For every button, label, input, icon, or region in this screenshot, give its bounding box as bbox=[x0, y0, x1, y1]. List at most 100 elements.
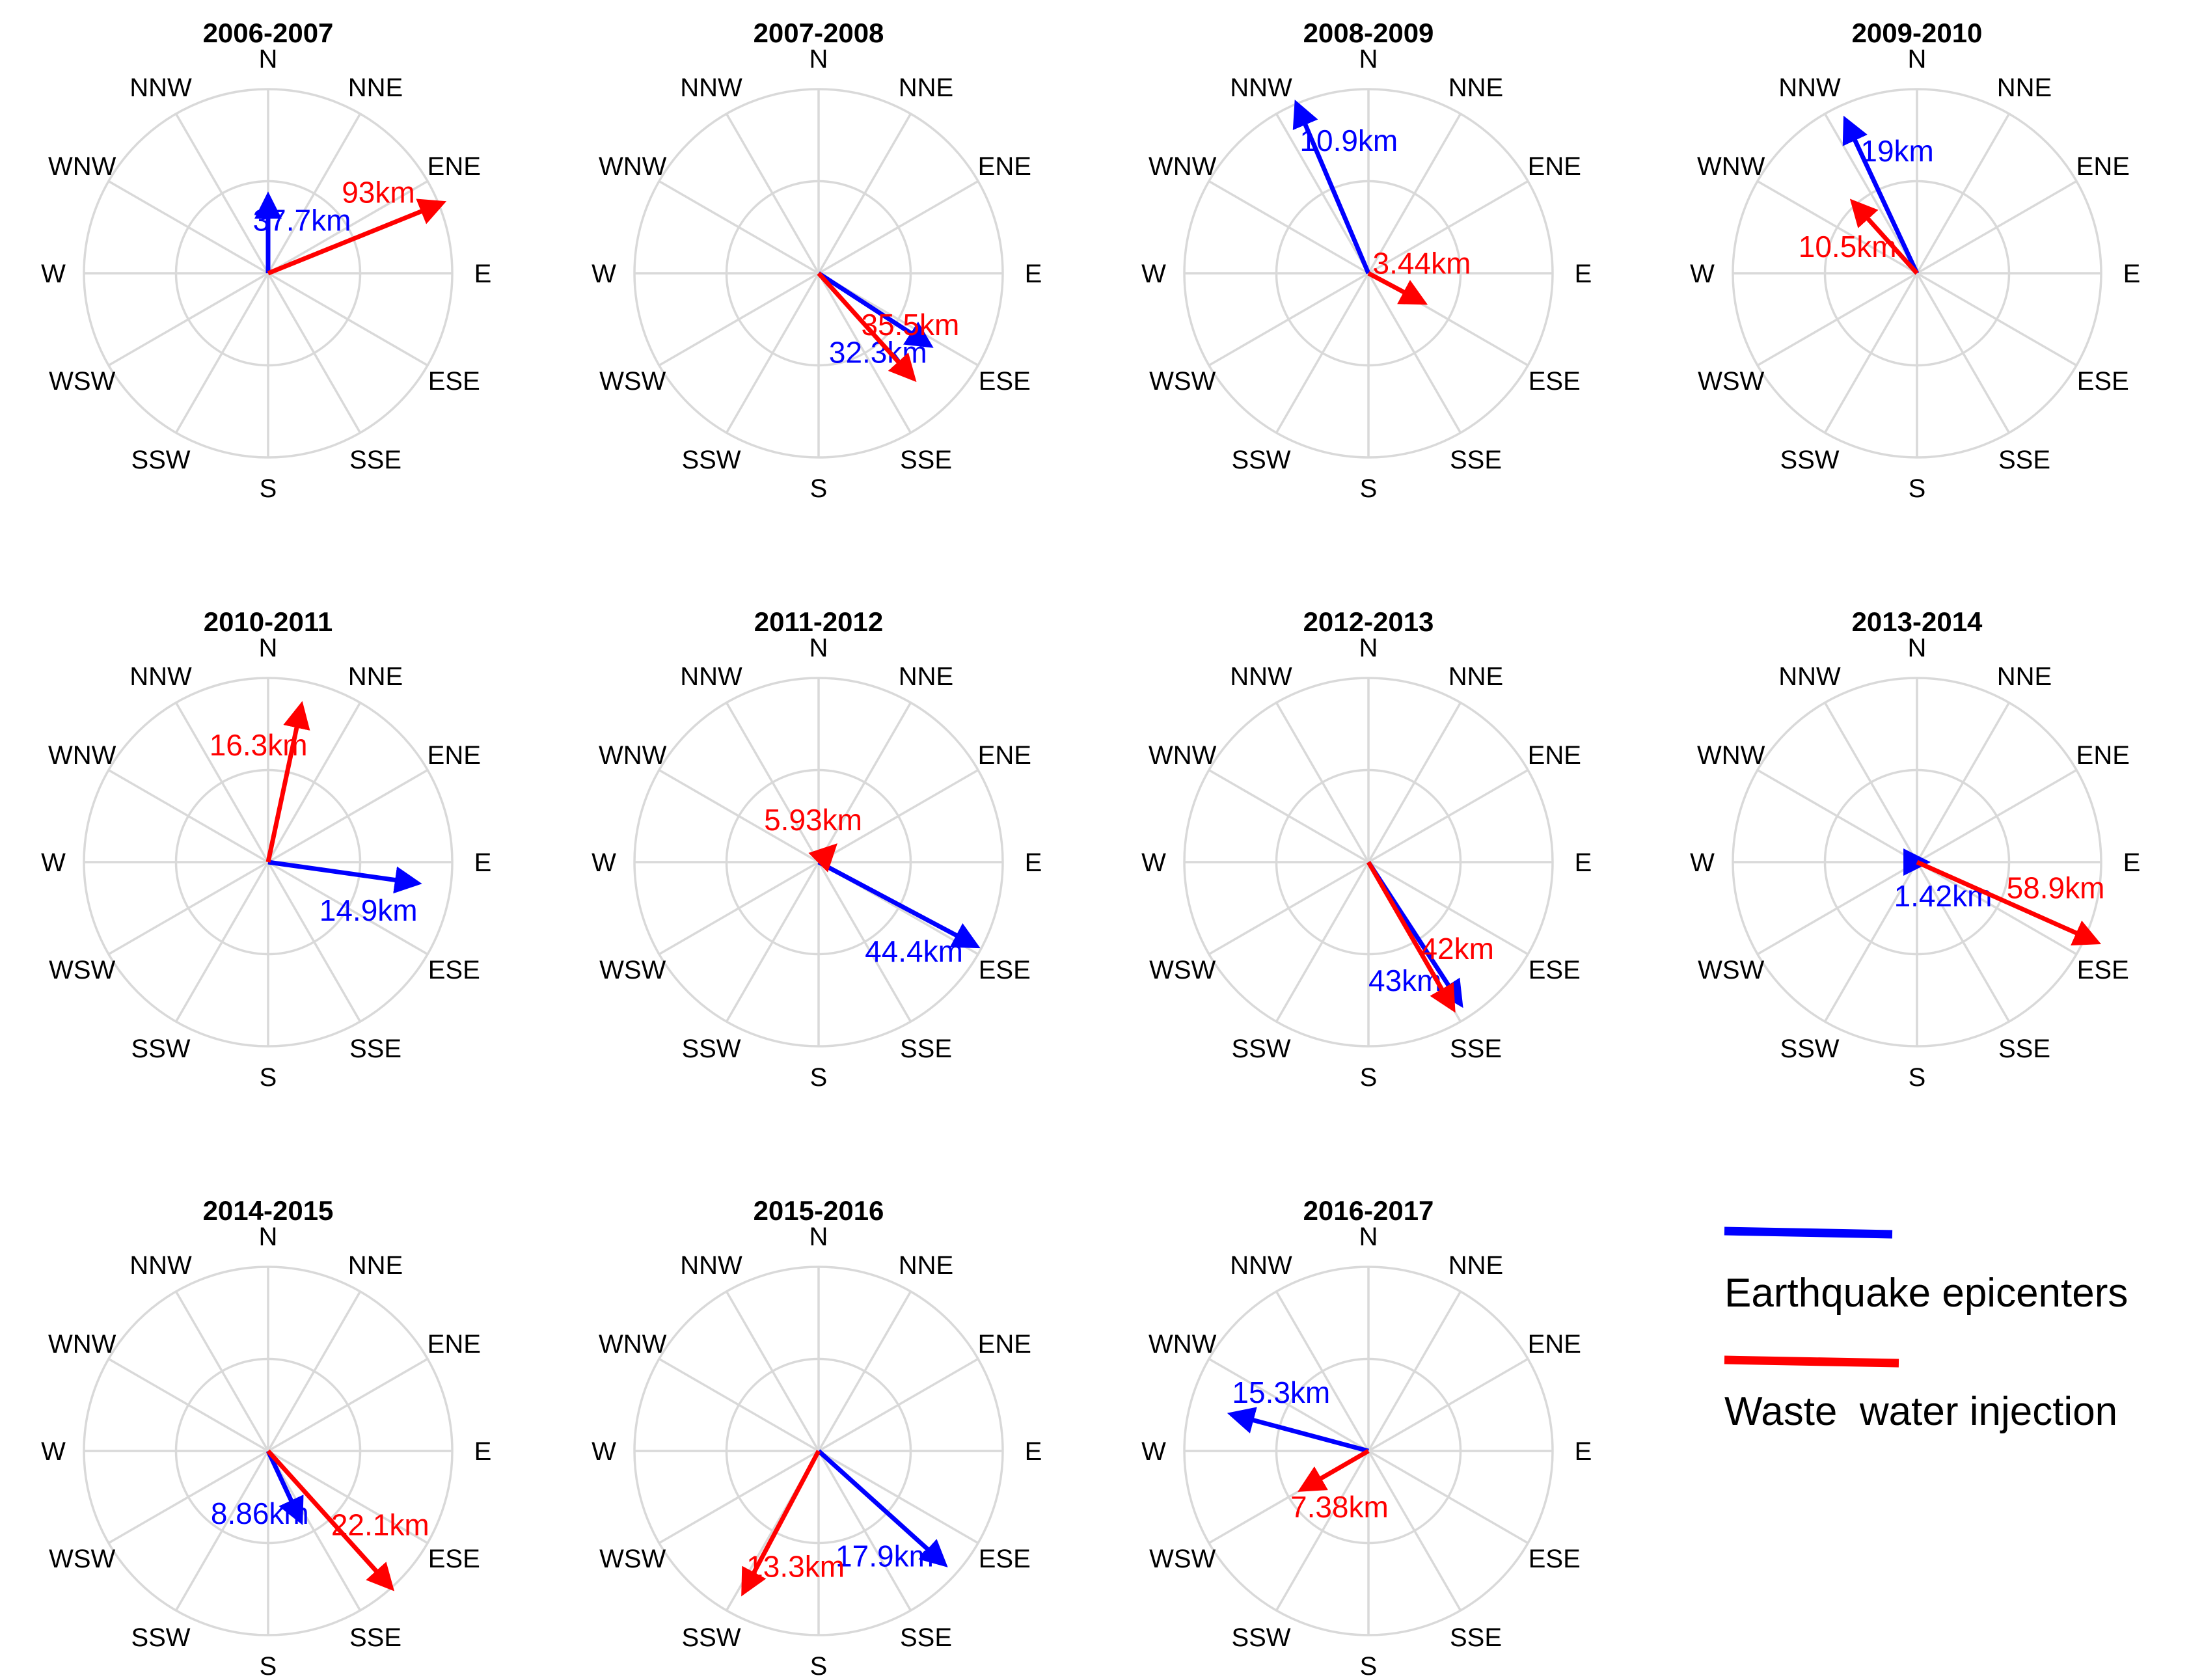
spoke bbox=[817, 273, 912, 433]
direction-label-nnw: NNW bbox=[1230, 1251, 1292, 1280]
direction-label-ssw: SSW bbox=[1231, 1623, 1290, 1652]
direction-label-ssw: SSW bbox=[681, 446, 741, 474]
direction-label-w: W bbox=[1690, 848, 1715, 877]
spoke bbox=[1757, 861, 1918, 956]
direction-label-nnw: NNW bbox=[129, 74, 192, 102]
spoke bbox=[1916, 768, 2077, 863]
spoke bbox=[267, 272, 428, 367]
direction-label-nnw: NNW bbox=[1778, 662, 1841, 691]
spoke bbox=[1368, 768, 1529, 863]
spoke bbox=[1275, 1291, 1370, 1452]
direction-label-ese: ESE bbox=[1529, 956, 1581, 984]
spoke bbox=[817, 702, 912, 863]
spoke bbox=[818, 768, 979, 863]
spoke bbox=[1367, 1291, 1462, 1452]
panel-title: 2010-2011 bbox=[204, 606, 333, 637]
spoke bbox=[725, 702, 820, 863]
spoke bbox=[1367, 273, 1462, 433]
direction-label-nnw: NNW bbox=[1230, 662, 1292, 691]
earthquake-value-label: 44.4km bbox=[865, 934, 963, 968]
spoke bbox=[174, 273, 269, 433]
direction-label-wsw: WSW bbox=[599, 1545, 666, 1573]
earthquake-value-label: 15.3km bbox=[1232, 1375, 1330, 1409]
direction-label-ese: ESE bbox=[2077, 956, 2129, 984]
direction-label-n: N bbox=[1908, 634, 1927, 662]
panel-title: 2015-2016 bbox=[754, 1195, 884, 1226]
spoke bbox=[1368, 180, 1529, 275]
legend-injection-line bbox=[1724, 1355, 1899, 1368]
spoke bbox=[267, 861, 428, 956]
spoke bbox=[267, 1450, 362, 1611]
direction-label-nne: NNE bbox=[348, 662, 403, 691]
injection-vector bbox=[817, 271, 917, 383]
direction-label-e: E bbox=[2123, 848, 2141, 877]
direction-label-n: N bbox=[809, 634, 828, 662]
earthquake-vector bbox=[1292, 100, 1371, 275]
direction-label-ssw: SSW bbox=[1231, 1035, 1290, 1063]
spoke bbox=[267, 768, 428, 863]
direction-label-wnw: WNW bbox=[48, 152, 116, 181]
spoke bbox=[1367, 1450, 1462, 1611]
spoke bbox=[1823, 113, 1918, 274]
direction-label-sse: SSE bbox=[1450, 1623, 1502, 1652]
direction-label-wsw: WSW bbox=[1149, 367, 1216, 396]
direction-label-ene: ENE bbox=[978, 152, 1031, 181]
spoke bbox=[1275, 113, 1370, 274]
earthquake-value-label: 14.9km bbox=[320, 893, 418, 927]
earthquake-vector bbox=[817, 271, 934, 348]
legend-injection-label: Waste water injection bbox=[1724, 1389, 2117, 1434]
injection-value-label: 10.5km bbox=[1799, 230, 1897, 264]
direction-label-nnw: NNW bbox=[1778, 74, 1841, 102]
direction-label-ene: ENE bbox=[1528, 1330, 1581, 1359]
direction-label-nne: NNE bbox=[348, 74, 403, 102]
direction-label-s: S bbox=[260, 1063, 277, 1092]
direction-label-ese: ESE bbox=[428, 1545, 480, 1573]
direction-label-e: E bbox=[1575, 260, 1592, 288]
spoke bbox=[659, 272, 819, 367]
direction-label-s: S bbox=[1909, 1063, 1926, 1092]
spoke bbox=[817, 1291, 912, 1452]
direction-label-wsw: WSW bbox=[1149, 956, 1216, 984]
direction-label-ssw: SSW bbox=[1780, 1035, 1839, 1063]
direction-label-w: W bbox=[41, 848, 66, 877]
direction-label-s: S bbox=[1360, 474, 1378, 503]
spoke bbox=[174, 113, 269, 274]
spoke bbox=[725, 273, 820, 433]
spoke bbox=[1367, 113, 1462, 274]
direction-label-nne: NNE bbox=[1448, 662, 1503, 691]
spoke bbox=[1757, 768, 1918, 863]
injection-value-label: 42km bbox=[1421, 932, 1493, 966]
spoke bbox=[108, 272, 269, 367]
direction-label-ssw: SSW bbox=[131, 1623, 190, 1652]
spoke bbox=[1368, 1357, 1529, 1452]
direction-label-nnw: NNW bbox=[129, 1251, 192, 1280]
spoke bbox=[1208, 768, 1369, 863]
direction-label-e: E bbox=[1025, 848, 1042, 877]
legend: Earthquake epicenters Waste water inject… bbox=[1724, 1226, 2128, 1434]
earthquake-vector bbox=[267, 860, 422, 894]
direction-label-wnw: WNW bbox=[48, 741, 116, 770]
injection-vector bbox=[265, 701, 310, 863]
direction-label-ese: ESE bbox=[979, 367, 1031, 396]
spoke bbox=[1275, 1450, 1370, 1611]
earthquake-value-label: 1.42km bbox=[1894, 879, 1992, 913]
panel-title: 2016-2017 bbox=[1303, 1195, 1434, 1226]
direction-label-wnw: WNW bbox=[1149, 1330, 1217, 1359]
spoke bbox=[108, 180, 269, 275]
direction-label-ene: ENE bbox=[2076, 741, 2130, 770]
injection-vector bbox=[1366, 861, 1456, 1013]
direction-label-e: E bbox=[2123, 260, 2141, 288]
direction-label-e: E bbox=[1025, 1437, 1042, 1466]
injection-vector bbox=[741, 1450, 821, 1597]
direction-label-s: S bbox=[1360, 1652, 1378, 1680]
spoke bbox=[817, 113, 912, 274]
spoke bbox=[1823, 273, 1918, 433]
direction-label-w: W bbox=[1141, 848, 1166, 877]
direction-label-ssw: SSW bbox=[131, 446, 190, 474]
spoke bbox=[725, 861, 820, 1022]
direction-label-sse: SSE bbox=[349, 1623, 401, 1652]
polar-panel: 2012-2013NNNEENEEESESSESSSWWSWWWNWNNW43k… bbox=[1141, 606, 1592, 1092]
spoke bbox=[1757, 180, 1918, 275]
